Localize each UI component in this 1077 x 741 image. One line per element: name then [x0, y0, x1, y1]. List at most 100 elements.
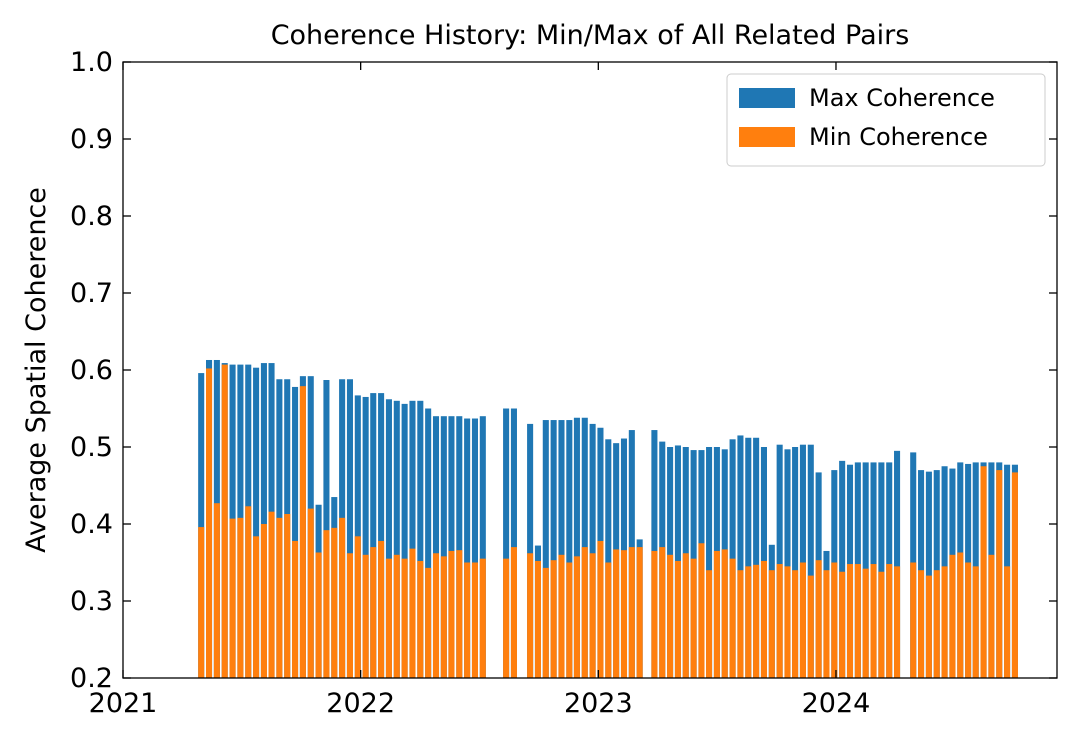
- y-tick-label: 0.2: [70, 663, 113, 694]
- bar: [1004, 566, 1011, 678]
- bar: [957, 552, 964, 678]
- bar: [729, 558, 736, 678]
- legend-label: Min Coherence: [809, 123, 988, 151]
- bar: [839, 571, 846, 678]
- bar: [597, 540, 604, 678]
- bar: [566, 562, 573, 678]
- bar: [378, 393, 385, 678]
- bar: [198, 373, 205, 678]
- bar: [456, 416, 463, 678]
- bar: [573, 417, 580, 678]
- bar: [682, 553, 689, 678]
- bar: [996, 470, 1003, 678]
- bar: [527, 423, 534, 678]
- bar: [260, 363, 267, 678]
- bar: [448, 550, 455, 678]
- bar: [558, 554, 565, 678]
- bar: [276, 517, 283, 678]
- y-tick-label: 1.0: [70, 47, 113, 78]
- bar: [534, 560, 541, 678]
- bar: [760, 560, 767, 678]
- bar: [807, 575, 814, 678]
- bar: [378, 540, 385, 678]
- bar: [292, 540, 299, 678]
- legend-swatch: [739, 127, 795, 147]
- bar: [651, 550, 658, 678]
- bar: [933, 570, 940, 678]
- bar: [409, 400, 416, 678]
- bar: [448, 416, 455, 678]
- y-axis-label: Average Spatial Coherence: [21, 187, 52, 553]
- bar: [417, 560, 424, 678]
- bar: [331, 527, 338, 678]
- bar: [385, 399, 392, 678]
- bar: [354, 536, 361, 678]
- bar: [925, 471, 932, 678]
- bar: [878, 462, 885, 678]
- bar: [753, 564, 760, 678]
- bar: [370, 393, 377, 678]
- bar: [690, 558, 697, 678]
- bar: [659, 547, 666, 678]
- bar: [440, 556, 447, 678]
- bar: [886, 564, 893, 678]
- y-tick-label: 0.9: [70, 124, 113, 155]
- bar: [941, 566, 948, 678]
- bar: [776, 564, 783, 678]
- bar: [862, 568, 869, 678]
- bar: [253, 367, 260, 678]
- bar: [792, 570, 799, 678]
- bar: [393, 554, 400, 678]
- bar: [464, 562, 471, 678]
- bar: [721, 549, 728, 678]
- bar: [550, 420, 557, 678]
- bar: [237, 517, 244, 678]
- y-tick-label: 0.3: [70, 586, 113, 617]
- bar: [839, 460, 846, 678]
- y-tick-label: 0.6: [70, 355, 113, 386]
- bar: [393, 400, 400, 678]
- bar: [636, 547, 643, 678]
- bar: [972, 566, 979, 678]
- bar: [268, 511, 275, 678]
- bar: [799, 444, 806, 678]
- x-tick-label: 2021: [89, 688, 158, 719]
- bar: [988, 554, 995, 678]
- bar: [229, 518, 236, 678]
- x-tick-label: 2022: [326, 688, 395, 719]
- bar: [510, 408, 517, 678]
- bar: [510, 547, 517, 678]
- bar: [339, 517, 346, 678]
- bar: [949, 554, 956, 678]
- bar: [401, 403, 408, 678]
- bar: [925, 575, 932, 678]
- bar: [698, 543, 705, 678]
- y-tick-label: 0.5: [70, 432, 113, 463]
- bar: [432, 553, 440, 678]
- bar: [878, 571, 885, 678]
- bar: [792, 447, 799, 678]
- bar: [581, 547, 588, 678]
- bar: [417, 400, 424, 678]
- bar: [292, 386, 299, 678]
- bar: [613, 549, 620, 678]
- bar: [980, 466, 987, 678]
- bar: [807, 444, 814, 678]
- bar: [213, 503, 220, 678]
- bar: [737, 570, 744, 678]
- bar: [558, 420, 565, 678]
- bar: [432, 416, 440, 678]
- x-tick-label: 2024: [802, 688, 871, 719]
- bar: [315, 552, 322, 678]
- bar: [503, 408, 510, 678]
- bar: [745, 566, 752, 678]
- bar: [385, 558, 392, 678]
- bar: [918, 570, 925, 678]
- bar: [550, 560, 557, 678]
- bar: [870, 564, 877, 678]
- bar: [323, 530, 330, 678]
- bar: [409, 548, 416, 678]
- bar: [253, 536, 260, 678]
- bar: [299, 386, 306, 678]
